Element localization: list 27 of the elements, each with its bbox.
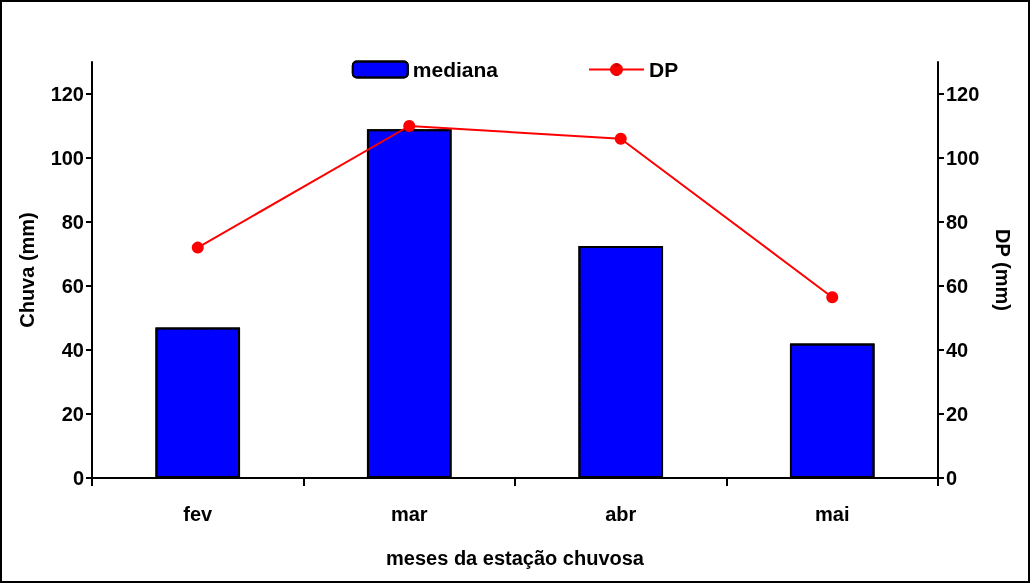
y2-tick-label: 20 [946, 403, 969, 425]
y-tick-label: 40 [61, 339, 84, 361]
y2-tick-label: 80 [946, 211, 969, 233]
legend-label: DP [649, 58, 679, 81]
y-tick-label: 120 [50, 83, 84, 105]
y-tick-label: 20 [61, 403, 84, 425]
point [403, 120, 416, 132]
y-tick-label: 80 [61, 211, 84, 233]
point [191, 241, 204, 254]
point [826, 291, 839, 304]
y2-tick-label: 40 [946, 339, 969, 361]
y2-tick-label: 100 [946, 147, 980, 169]
y-axis-title: Chuva (mm) [16, 212, 38, 328]
point [614, 132, 627, 145]
y-tick-label: 60 [61, 275, 84, 297]
x-tick-label: abr [605, 503, 637, 525]
y2-tick-label: 60 [946, 275, 969, 297]
y2-tick-label: 0 [946, 467, 958, 489]
x-tick-label: fev [183, 503, 214, 525]
y2-tick-label: 120 [946, 83, 980, 105]
y-tick-label: 100 [50, 147, 84, 169]
x-tick-label: mar [390, 503, 428, 525]
x-axis-title: meses da estação chuvosa [386, 547, 645, 569]
y2-axis-title: DP (mm) [992, 229, 1014, 311]
y-tick-label: 0 [72, 467, 84, 489]
x-tick-label: mai [815, 503, 850, 525]
legend-label: mediana [412, 58, 499, 81]
